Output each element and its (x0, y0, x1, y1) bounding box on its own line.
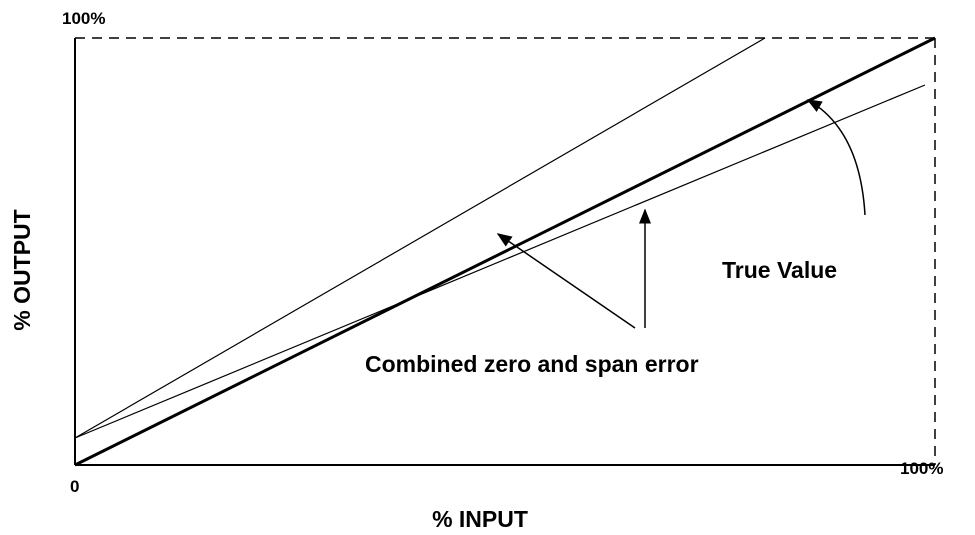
origin-label: 0 (70, 477, 79, 496)
true-value-label: True Value (722, 257, 837, 283)
x-max-label: 100% (900, 459, 943, 478)
combined-error-label: Combined zero and span error (365, 351, 699, 377)
error-arrow-left (496, 233, 636, 329)
y-max-label: 100% (62, 9, 105, 28)
y-axis-title: % OUTPUT (9, 209, 35, 330)
true-value-arrow (806, 99, 866, 216)
true-value-line (74, 36, 936, 467)
shallow-error-line (74, 84, 926, 439)
steep-error-line (74, 37, 766, 439)
x-axis-title: % INPUT (432, 506, 528, 532)
